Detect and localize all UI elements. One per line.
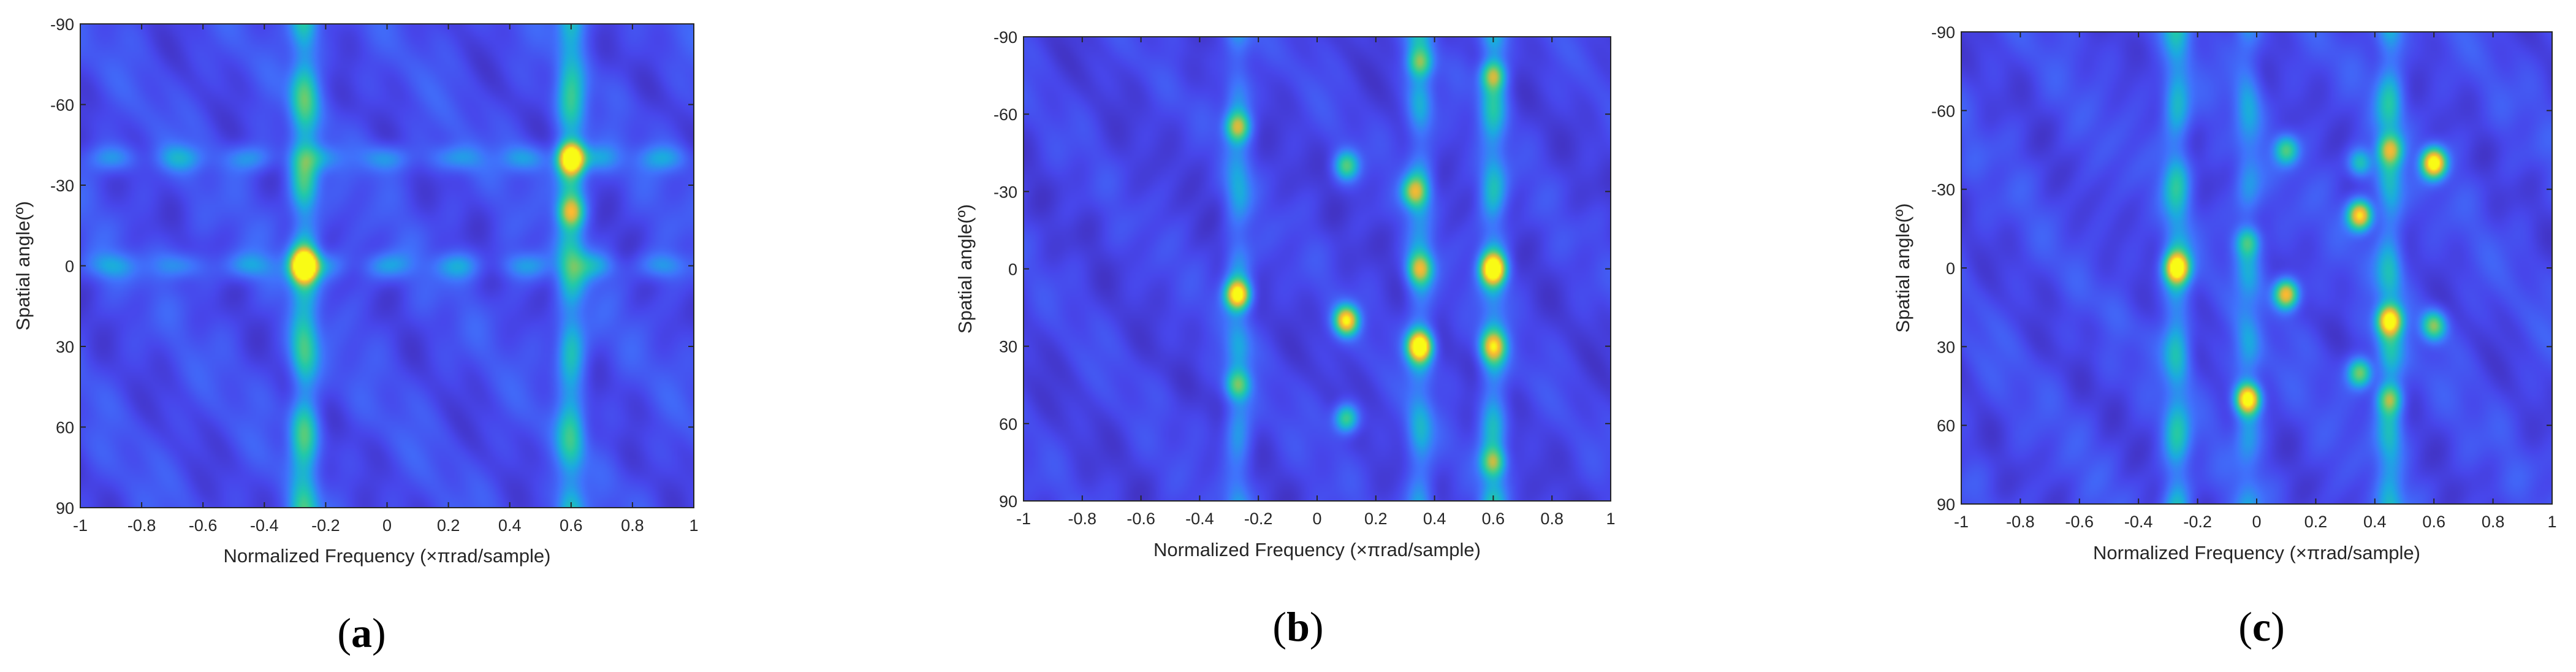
x-tick-label: 0.2 <box>1364 510 1388 528</box>
x-tick-label: -1 <box>1016 510 1031 528</box>
x-axis-label: Normalized Frequency (×πrad/sample) <box>1153 539 1481 560</box>
x-tick-label: 1 <box>689 516 698 535</box>
y-tick-label: -30 <box>50 177 74 195</box>
chart-panel-2: -1 -0.8 -0.6 -0.4 -0.2 0 0.2 0.4 0.6 0.8 1 -90 -60 -3… <box>954 28 1616 650</box>
x-axis-label: Normalized Frequency (×πrad/sample) <box>2093 542 2420 563</box>
panel-label: (c) <box>2238 603 2285 650</box>
y-tick-label: -30 <box>1931 181 1955 199</box>
x-tick-label: 0.8 <box>621 516 644 535</box>
y-axis-label: Spatial angle(º) <box>1892 203 1913 332</box>
y-tick-label: 90 <box>1937 495 1955 514</box>
y-axis-label: Spatial angle(º) <box>954 204 976 334</box>
panel-label: (a) <box>337 609 386 656</box>
x-tick-label: 1 <box>2547 513 2556 531</box>
heatmap-image <box>80 24 694 508</box>
x-tick-label: -0.2 <box>2183 513 2212 531</box>
x-tick-label: -1 <box>1954 513 1969 531</box>
heatmap-image <box>1961 32 2552 504</box>
x-tick-label: 0.8 <box>2482 513 2505 531</box>
x-tick-label: 0.6 <box>560 516 583 535</box>
y-tick-label: -90 <box>994 28 1017 47</box>
y-tick-label: 60 <box>1937 417 1955 435</box>
y-tick-label: 30 <box>56 338 74 356</box>
x-tick-label: -0.8 <box>1068 510 1097 528</box>
x-tick-label: -1 <box>73 516 88 535</box>
y-tick-label: -60 <box>1931 102 1955 120</box>
x-tick-label: 0.4 <box>2363 513 2387 531</box>
x-tick-label: 0.2 <box>437 516 460 535</box>
x-tick-label: -0.6 <box>1127 510 1155 528</box>
y-tick-label: 30 <box>999 338 1017 356</box>
x-tick-label: -0.2 <box>311 516 340 535</box>
y-tick-label: 30 <box>1937 338 1955 356</box>
x-tick-label: 0 <box>1312 510 1321 528</box>
y-tick-label: -30 <box>994 183 1017 201</box>
x-tick-label: -0.4 <box>2124 513 2153 531</box>
panel-label: (b) <box>1272 603 1323 650</box>
x-tick-label: 0.4 <box>1423 510 1446 528</box>
y-tick-label: 60 <box>999 415 1017 433</box>
x-tick-label: -0.8 <box>2006 513 2035 531</box>
x-tick-label: -0.4 <box>1185 510 1214 528</box>
x-tick-label: 0.4 <box>498 516 522 535</box>
x-tick-label: -0.8 <box>127 516 156 535</box>
y-tick-label: -60 <box>50 96 74 115</box>
y-tick-label: -90 <box>50 15 74 34</box>
y-axis-label: Spatial angle(º) <box>12 201 34 330</box>
y-tick-label: 90 <box>999 492 1017 511</box>
x-tick-label: -0.6 <box>2065 513 2094 531</box>
x-tick-label: 0.2 <box>2304 513 2328 531</box>
y-tick-label: 0 <box>1946 259 1955 278</box>
x-tick-label: 0.6 <box>1482 510 1505 528</box>
chart-panel-1: -1 -0.8 -0.6 -0.4 -0.2 0 0.2 0.4 0.6 0.8 1 -90 -60 -3… <box>12 15 699 656</box>
x-tick-label: -0.4 <box>250 516 279 535</box>
x-tick-label: 0.8 <box>1540 510 1563 528</box>
x-tick-label: 0.6 <box>2422 513 2445 531</box>
y-tick-label: 60 <box>56 419 74 437</box>
heatmap-image <box>1024 37 1611 501</box>
x-tick-label: 0 <box>2252 513 2261 531</box>
y-tick-label: -60 <box>994 105 1017 124</box>
x-tick-label: -0.6 <box>189 516 218 535</box>
chart-panel-3: -1 -0.8 -0.6 -0.4 -0.2 0 0.2 0.4 0.6 0.8 1 -90 -60 -3… <box>1892 23 2557 650</box>
y-tick-label: 90 <box>56 499 74 517</box>
x-tick-label: 1 <box>1606 510 1615 528</box>
y-tick-label: -90 <box>1931 23 1955 42</box>
x-tick-label: -0.2 <box>1244 510 1273 528</box>
y-tick-label: 0 <box>65 258 74 276</box>
x-tick-label: 0 <box>382 516 392 535</box>
x-axis-label: Normalized Frequency (×πrad/sample) <box>224 545 551 567</box>
y-tick-label: 0 <box>1008 261 1017 279</box>
